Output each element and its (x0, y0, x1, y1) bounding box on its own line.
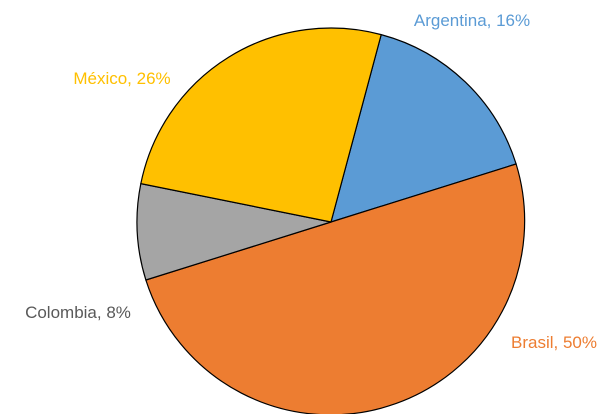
pie-slice-mexico (140, 27, 382, 223)
slice-label-colombia: Colombia, 8% (25, 303, 131, 322)
slice-label-argentina: Argentina, 16% (414, 11, 530, 30)
slice-labels: Argentina, 16% Brasil, 50% Colombia, 8% Méx… (25, 11, 597, 352)
pie-slice-colombia (136, 183, 332, 281)
pie-slice-argentina (330, 34, 517, 223)
pie-slice-brasil (145, 163, 526, 414)
pie-slices (136, 27, 526, 414)
slice-label-mexico: México, 26% (73, 69, 170, 88)
slice-label-brasil: Brasil, 50% (511, 333, 597, 352)
